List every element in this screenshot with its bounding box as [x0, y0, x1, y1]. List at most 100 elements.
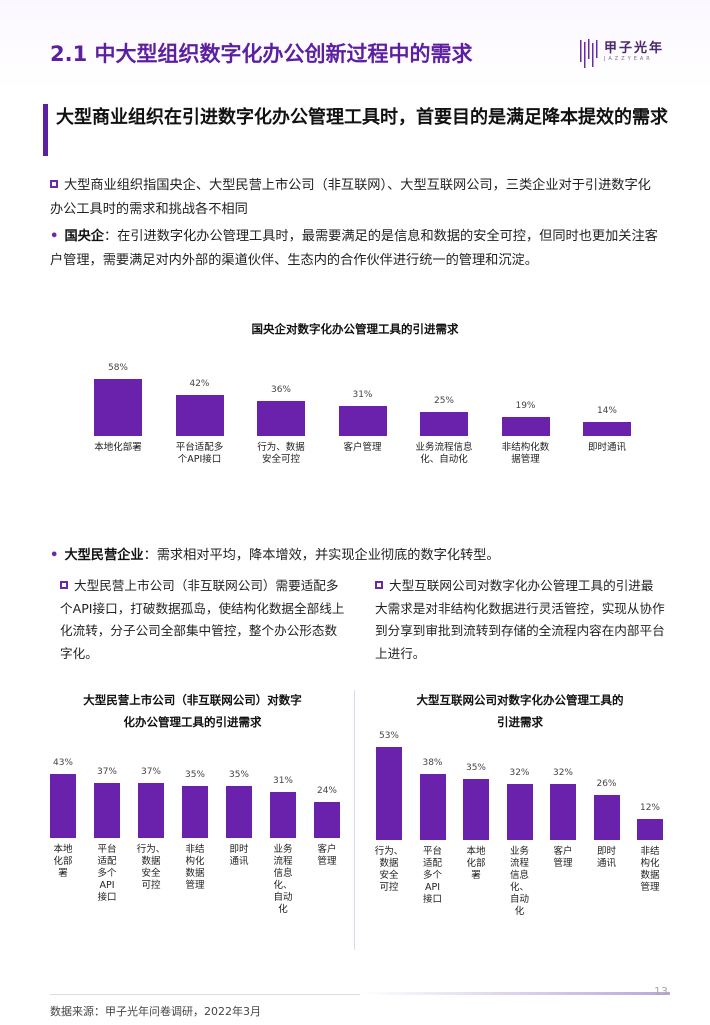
- private-label: 大型民营企业: [64, 548, 144, 563]
- bar-value-label: 37%: [140, 766, 161, 777]
- category-label: 行为、数据安全可控: [374, 846, 404, 893]
- category-label: 即时通讯: [596, 846, 616, 869]
- chart-title-internet-line-2: 引进需求: [497, 715, 543, 729]
- data-source: 数据来源：甲子光年问卷调研，2022年3月: [50, 1005, 261, 1018]
- chart-bar: [420, 411, 468, 436]
- chart-bar: [226, 785, 252, 838]
- bar-value-label: 35%: [184, 769, 205, 780]
- soe-paragraph: • 国央企：在引进数字化办公管理工具时，最需要满足的是信息和数据的安全可控，但同时…: [50, 225, 662, 273]
- category-label: 客户管理: [343, 442, 382, 453]
- private-paragraph: • 大型民营企业：需求相对平均，降本增效，并实现企业彻底的数字化转型。: [50, 544, 662, 568]
- chart-title-internet-line-1: 大型互联网公司对数字化办公管理工具的: [416, 693, 624, 707]
- chart-title-soe: 国央企对数字化办公管理工具的引进需求: [251, 322, 459, 336]
- chart-bar: [94, 379, 142, 436]
- bar-value-label: 19%: [515, 401, 536, 412]
- chart-bar: [550, 784, 576, 840]
- logo-subtext: JAZZYEAR: [604, 56, 653, 62]
- jazzyear-logo-icon: [580, 39, 598, 68]
- category-label: 行为、数据安全可控: [136, 844, 166, 891]
- bar-value-label: 31%: [352, 389, 373, 400]
- chart-title-private-line-1: 大型民营上市公司（非互联网公司）对数字: [83, 693, 302, 707]
- chart-bar: [583, 422, 631, 436]
- category-label: 即时通讯: [229, 844, 249, 867]
- category-label: 业务流程信息化、自动化: [273, 844, 293, 915]
- logo-text: 甲子光年: [604, 41, 665, 56]
- bar-value-label: 35%: [465, 762, 486, 773]
- chart-bar: [257, 400, 305, 436]
- chart-bar: [270, 791, 296, 838]
- bar-value-label: 32%: [552, 768, 573, 778]
- bar-value-label: 53%: [378, 731, 399, 742]
- chart-title-private: 大型民营上市公司（非互联网公司）对数字 化办公管理工具的引进需求: [40, 689, 345, 733]
- bar-value-label: 38%: [422, 757, 443, 768]
- category-label: 业务流程信息化、自动化: [509, 846, 529, 917]
- internet-note-text: 大型互联网公司对数字化办公管理工具的引进最大需求是对非结构化数据进行灵活管控，实…: [375, 578, 665, 661]
- category-label: 即时通讯: [587, 442, 626, 453]
- category-label: 行为、数据安全可控: [257, 442, 305, 465]
- bar-value-label: 25%: [433, 395, 454, 406]
- private-text: ：需求相对平均，降本增效，并实现企业彻底的数字化转型。: [143, 548, 500, 563]
- bar-value-label: 43%: [52, 757, 73, 768]
- private-listed-note: 大型民营上市公司（非互联网公司）需要适配多个API接口，打破数据孤岛，使结构化数…: [60, 575, 345, 665]
- square-bullet-icon: [375, 581, 383, 589]
- category-label: 本地化部署: [466, 846, 486, 881]
- category-label: 非结构化数据管理: [640, 846, 660, 893]
- category-label: 本地化部署: [94, 442, 142, 453]
- bar-value-label: 31%: [272, 775, 293, 786]
- chart-bar: [376, 747, 402, 840]
- intro-paragraph: 大型商业组织指国央企、大型民营上市公司（非互联网）、大型互联网公司，三类企业对于…: [50, 174, 660, 222]
- chart-bar: [94, 782, 120, 838]
- square-bullet-icon: [60, 581, 68, 589]
- chart-title-internet: 大型互联网公司对数字化办公管理工具的 引进需求: [370, 689, 670, 733]
- chart-bar: [637, 819, 663, 840]
- chart-internet: 53% 行为、 数据 安全 可控 38% 平台 适配 多个 API 接口 35% 本地 化部署 32% 业务流…: [368, 722, 678, 932]
- dot-bullet-icon: •: [50, 229, 59, 244]
- subheading: 大型商业组织在引进数字化办公管理工具时，首要目的是满足降本提效的需求: [56, 107, 668, 128]
- page-number: 13: [654, 985, 668, 998]
- category-label: 客户管理: [317, 844, 337, 867]
- category-label: 非结构化数据管理: [501, 442, 550, 465]
- chart-bar: [506, 784, 533, 840]
- bar-value-label: 37%: [96, 766, 117, 777]
- square-bullet-icon: [50, 180, 58, 188]
- column-divider: [354, 690, 355, 950]
- chart-bar: [593, 794, 620, 840]
- bar-value-label: 24%: [316, 786, 337, 796]
- chart-bar: [175, 394, 224, 436]
- chart-bar: [463, 778, 489, 840]
- chart-bar: [419, 773, 446, 840]
- chart-bar: [182, 785, 208, 838]
- chart-title-private-line-2: 化办公管理工具的引进需求: [123, 715, 262, 729]
- category-label: 本地化部署: [53, 844, 73, 879]
- bar-value-label: 42%: [189, 378, 210, 389]
- category-label: 非结构化数据管理: [185, 844, 205, 891]
- dot-bullet-icon: •: [50, 548, 59, 563]
- page-title: 2.1 中大型组织数字化办公创新过程中的需求: [50, 42, 473, 66]
- chart-soe: 58% 本地化部署 42% 平台适配多 个API接口 36% 行为、数据 安全可控 31% 客户管…: [60, 340, 660, 480]
- private-listed-note-text: 大型民营上市公司（非互联网公司）需要适配多个API接口，打破数据孤岛，使结构化数…: [60, 578, 345, 661]
- bar-value-label: 35%: [228, 769, 249, 780]
- chart-bar: [138, 782, 164, 838]
- category-label: 业务流程信息化、自动化: [415, 442, 473, 465]
- chart-private: 43% 本地 化部署 37% 平台 适配 多个 API 接口 37% 行为、 数据 安全 可控 35% 非结构…: [38, 750, 348, 930]
- category-label: 平台适配多个API接口: [175, 442, 224, 465]
- bar-value-label: 14%: [596, 406, 617, 417]
- bar-value-label: 26%: [596, 778, 617, 789]
- internet-note: 大型互联网公司对数字化办公管理工具的引进最大需求是对非结构化数据进行灵活管控，实…: [375, 575, 665, 665]
- soe-text: ：在引进数字化办公管理工具时，最需要满足的是信息和数据的安全可控，但同时也更加关…: [50, 229, 658, 268]
- footer-accent: [360, 992, 670, 995]
- chart-bar: [314, 802, 340, 838]
- chart-bar: [338, 405, 387, 436]
- chart-bar: [50, 773, 76, 838]
- intro-text: 大型商业组织指国央企、大型民营上市公司（非互联网）、大型互联网公司，三类企业对于…: [50, 178, 651, 217]
- bar-value-label: 32%: [509, 768, 530, 778]
- soe-label: 国央企: [64, 229, 104, 244]
- bar-value-label: 36%: [270, 384, 291, 395]
- chart-bar: [501, 417, 550, 436]
- subheading-accent: [43, 104, 48, 156]
- category-label: 客户管理: [553, 846, 573, 869]
- header-band: [0, 0, 710, 90]
- bar-value-label: 58%: [107, 363, 128, 374]
